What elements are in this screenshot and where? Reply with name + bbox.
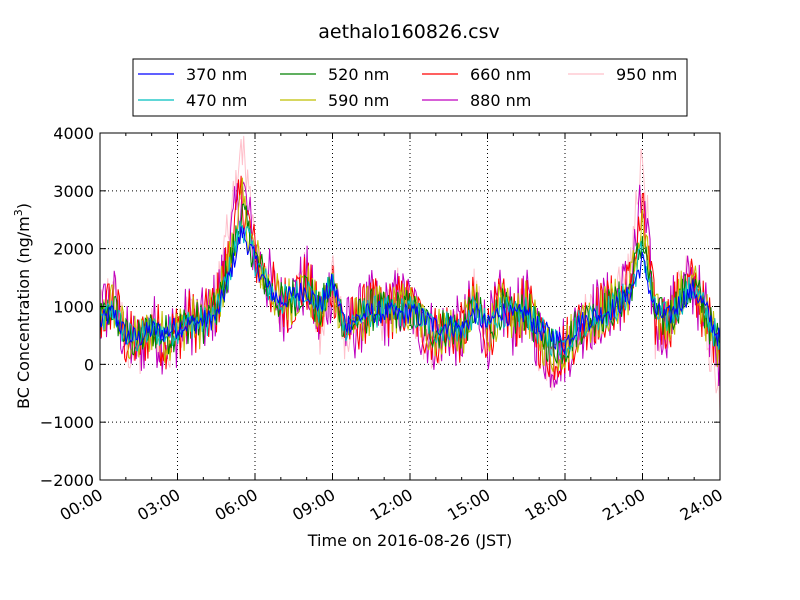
series-line-370-nm bbox=[99, 226, 721, 356]
legend-label: 470 nm bbox=[186, 91, 247, 110]
series-lines bbox=[99, 135, 721, 415]
legend-label: 590 nm bbox=[328, 91, 389, 110]
y-axis-label-end: ) bbox=[14, 203, 33, 209]
x-axis-label: Time on 2016-08-26 (JST) bbox=[307, 531, 512, 550]
chart-title: aethalo160826.csv bbox=[318, 21, 500, 43]
x-tick-label: 06:00 bbox=[212, 485, 261, 525]
x-tick-label: 24:00 bbox=[677, 485, 726, 525]
x-tick-label: 15:00 bbox=[444, 485, 493, 525]
legend: 370 nm 470 nm 520 nm 590 nm 660 nm 880 nm 950 … bbox=[132, 58, 688, 117]
series-line-520-nm bbox=[99, 203, 721, 365]
x-tick-label: 21:00 bbox=[599, 485, 648, 525]
legend-label: 950 nm bbox=[616, 65, 677, 84]
x-tick-label: 12:00 bbox=[367, 485, 416, 525]
legend-label: 880 nm bbox=[470, 91, 531, 110]
x-tick-label: 09:00 bbox=[289, 485, 338, 525]
x-tick-label: 18:00 bbox=[522, 485, 571, 525]
legend-label: 660 nm bbox=[470, 65, 531, 84]
y-tick-label: 3000 bbox=[53, 182, 94, 201]
y-tick-label: −2000 bbox=[40, 471, 94, 490]
y-tick-label: 2000 bbox=[53, 240, 94, 259]
series-line-590-nm bbox=[99, 177, 721, 372]
legend-label: 520 nm bbox=[328, 65, 389, 84]
y-tick-label: 4000 bbox=[53, 124, 94, 143]
y-tick-label: 1000 bbox=[53, 298, 94, 317]
y-tick-label: −1000 bbox=[40, 413, 94, 432]
y-tick-label: 0 bbox=[84, 355, 94, 374]
x-tick-label: 03:00 bbox=[134, 485, 183, 525]
legend-label: 370 nm bbox=[186, 65, 247, 84]
y-axis-label-sup: 3 bbox=[12, 209, 25, 216]
y-axis-label-main: BC Concentration (ng/m bbox=[14, 216, 33, 409]
y-axis-label: BC Concentration (ng/m3) bbox=[12, 203, 33, 409]
x-tick-label: 00:00 bbox=[57, 485, 106, 525]
